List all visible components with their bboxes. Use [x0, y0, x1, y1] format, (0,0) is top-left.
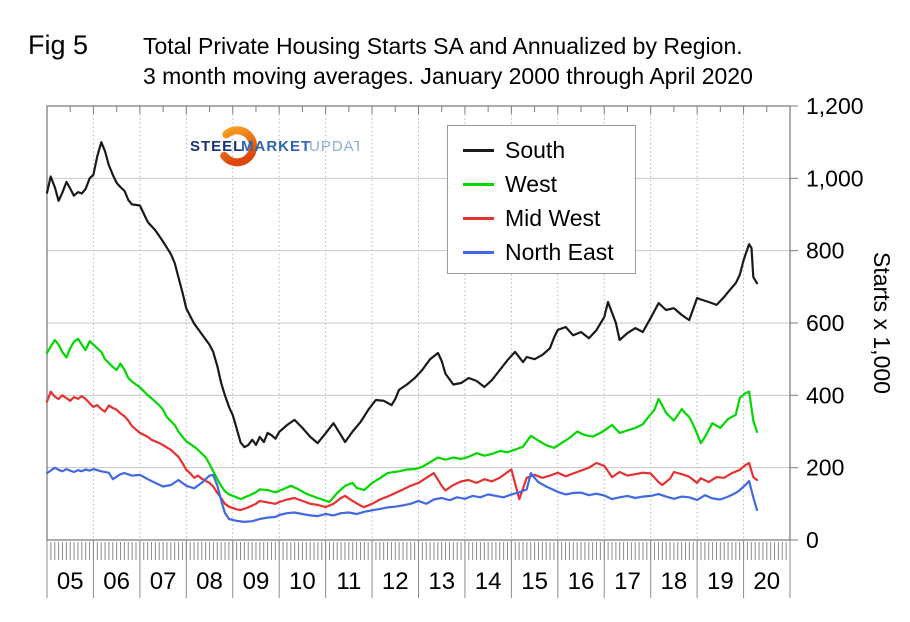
- logo-swoosh-icon: [220, 126, 258, 167]
- legend-item-mid-west: Mid West: [448, 201, 635, 235]
- y-axis-title: Starts x 1,000: [869, 252, 895, 394]
- y-axis-tick-label: 1,200: [806, 93, 864, 119]
- legend-line-swatch: [463, 216, 494, 220]
- legend-item-north-east: North East: [448, 235, 635, 269]
- chart-title: Total Private Housing Starts SA and Annu…: [143, 31, 753, 91]
- x-axis-year-label: 19: [707, 568, 734, 595]
- chart-title-line2: 3 month moving averages. January 2000 th…: [143, 63, 753, 89]
- series-line-mid-west: [45, 390, 759, 512]
- series-line-west: [45, 337, 759, 504]
- x-axis-year-label: 05: [57, 568, 84, 595]
- x-axis-year-label: 16: [568, 568, 595, 595]
- x-axis-year-label: 15: [521, 568, 548, 595]
- y-axis-tick-label: 800: [806, 238, 844, 264]
- legend-line-swatch: [463, 182, 494, 186]
- logo-word-steel: STEEL: [190, 138, 243, 155]
- x-axis-year-label: 17: [614, 568, 641, 595]
- logo-word-market: MARKET: [241, 138, 311, 155]
- x-axis-year-label: 08: [196, 568, 223, 595]
- legend: South West Mid West North East: [447, 125, 636, 274]
- x-axis-year-label: 07: [150, 568, 177, 595]
- y-axis-tick-label: 400: [806, 382, 844, 408]
- series-line-south: [45, 141, 759, 449]
- legend-item-west: West: [448, 167, 635, 201]
- series-line-north-east: [45, 466, 759, 524]
- legend-label: Mid West: [505, 204, 601, 231]
- logo-word-update: UPDATE: [309, 138, 359, 155]
- y-axis-tick-label: 0: [806, 527, 819, 553]
- y-axis-tick-label: 1,000: [806, 165, 864, 191]
- legend-item-south: South: [448, 133, 635, 167]
- x-axis-year-label: 18: [661, 568, 688, 595]
- x-axis-year-label: 13: [428, 568, 455, 595]
- figure-number: Fig 5: [28, 30, 89, 60]
- legend-label: North East: [505, 238, 614, 265]
- x-axis-year-label: 20: [753, 568, 780, 595]
- x-axis-year-label: 12: [382, 568, 409, 595]
- steel-market-update-logo: STEEL MARKET UPDATE: [190, 126, 359, 167]
- legend-label: West: [505, 170, 557, 197]
- x-axis-year-label: 09: [243, 568, 270, 595]
- legend-line-swatch: [463, 148, 494, 152]
- x-axis-year-label: 10: [289, 568, 316, 595]
- x-axis-year-label: 14: [475, 568, 502, 595]
- legend-label: South: [505, 136, 566, 163]
- y-axis-tick-label: 200: [806, 455, 844, 481]
- x-axis-year-label: 06: [103, 568, 130, 595]
- legend-line-swatch: [463, 250, 494, 254]
- chart-title-line1: Total Private Housing Starts SA and Annu…: [143, 33, 743, 59]
- y-axis-tick-label: 600: [806, 310, 844, 336]
- x-axis-year-label: 11: [336, 568, 361, 595]
